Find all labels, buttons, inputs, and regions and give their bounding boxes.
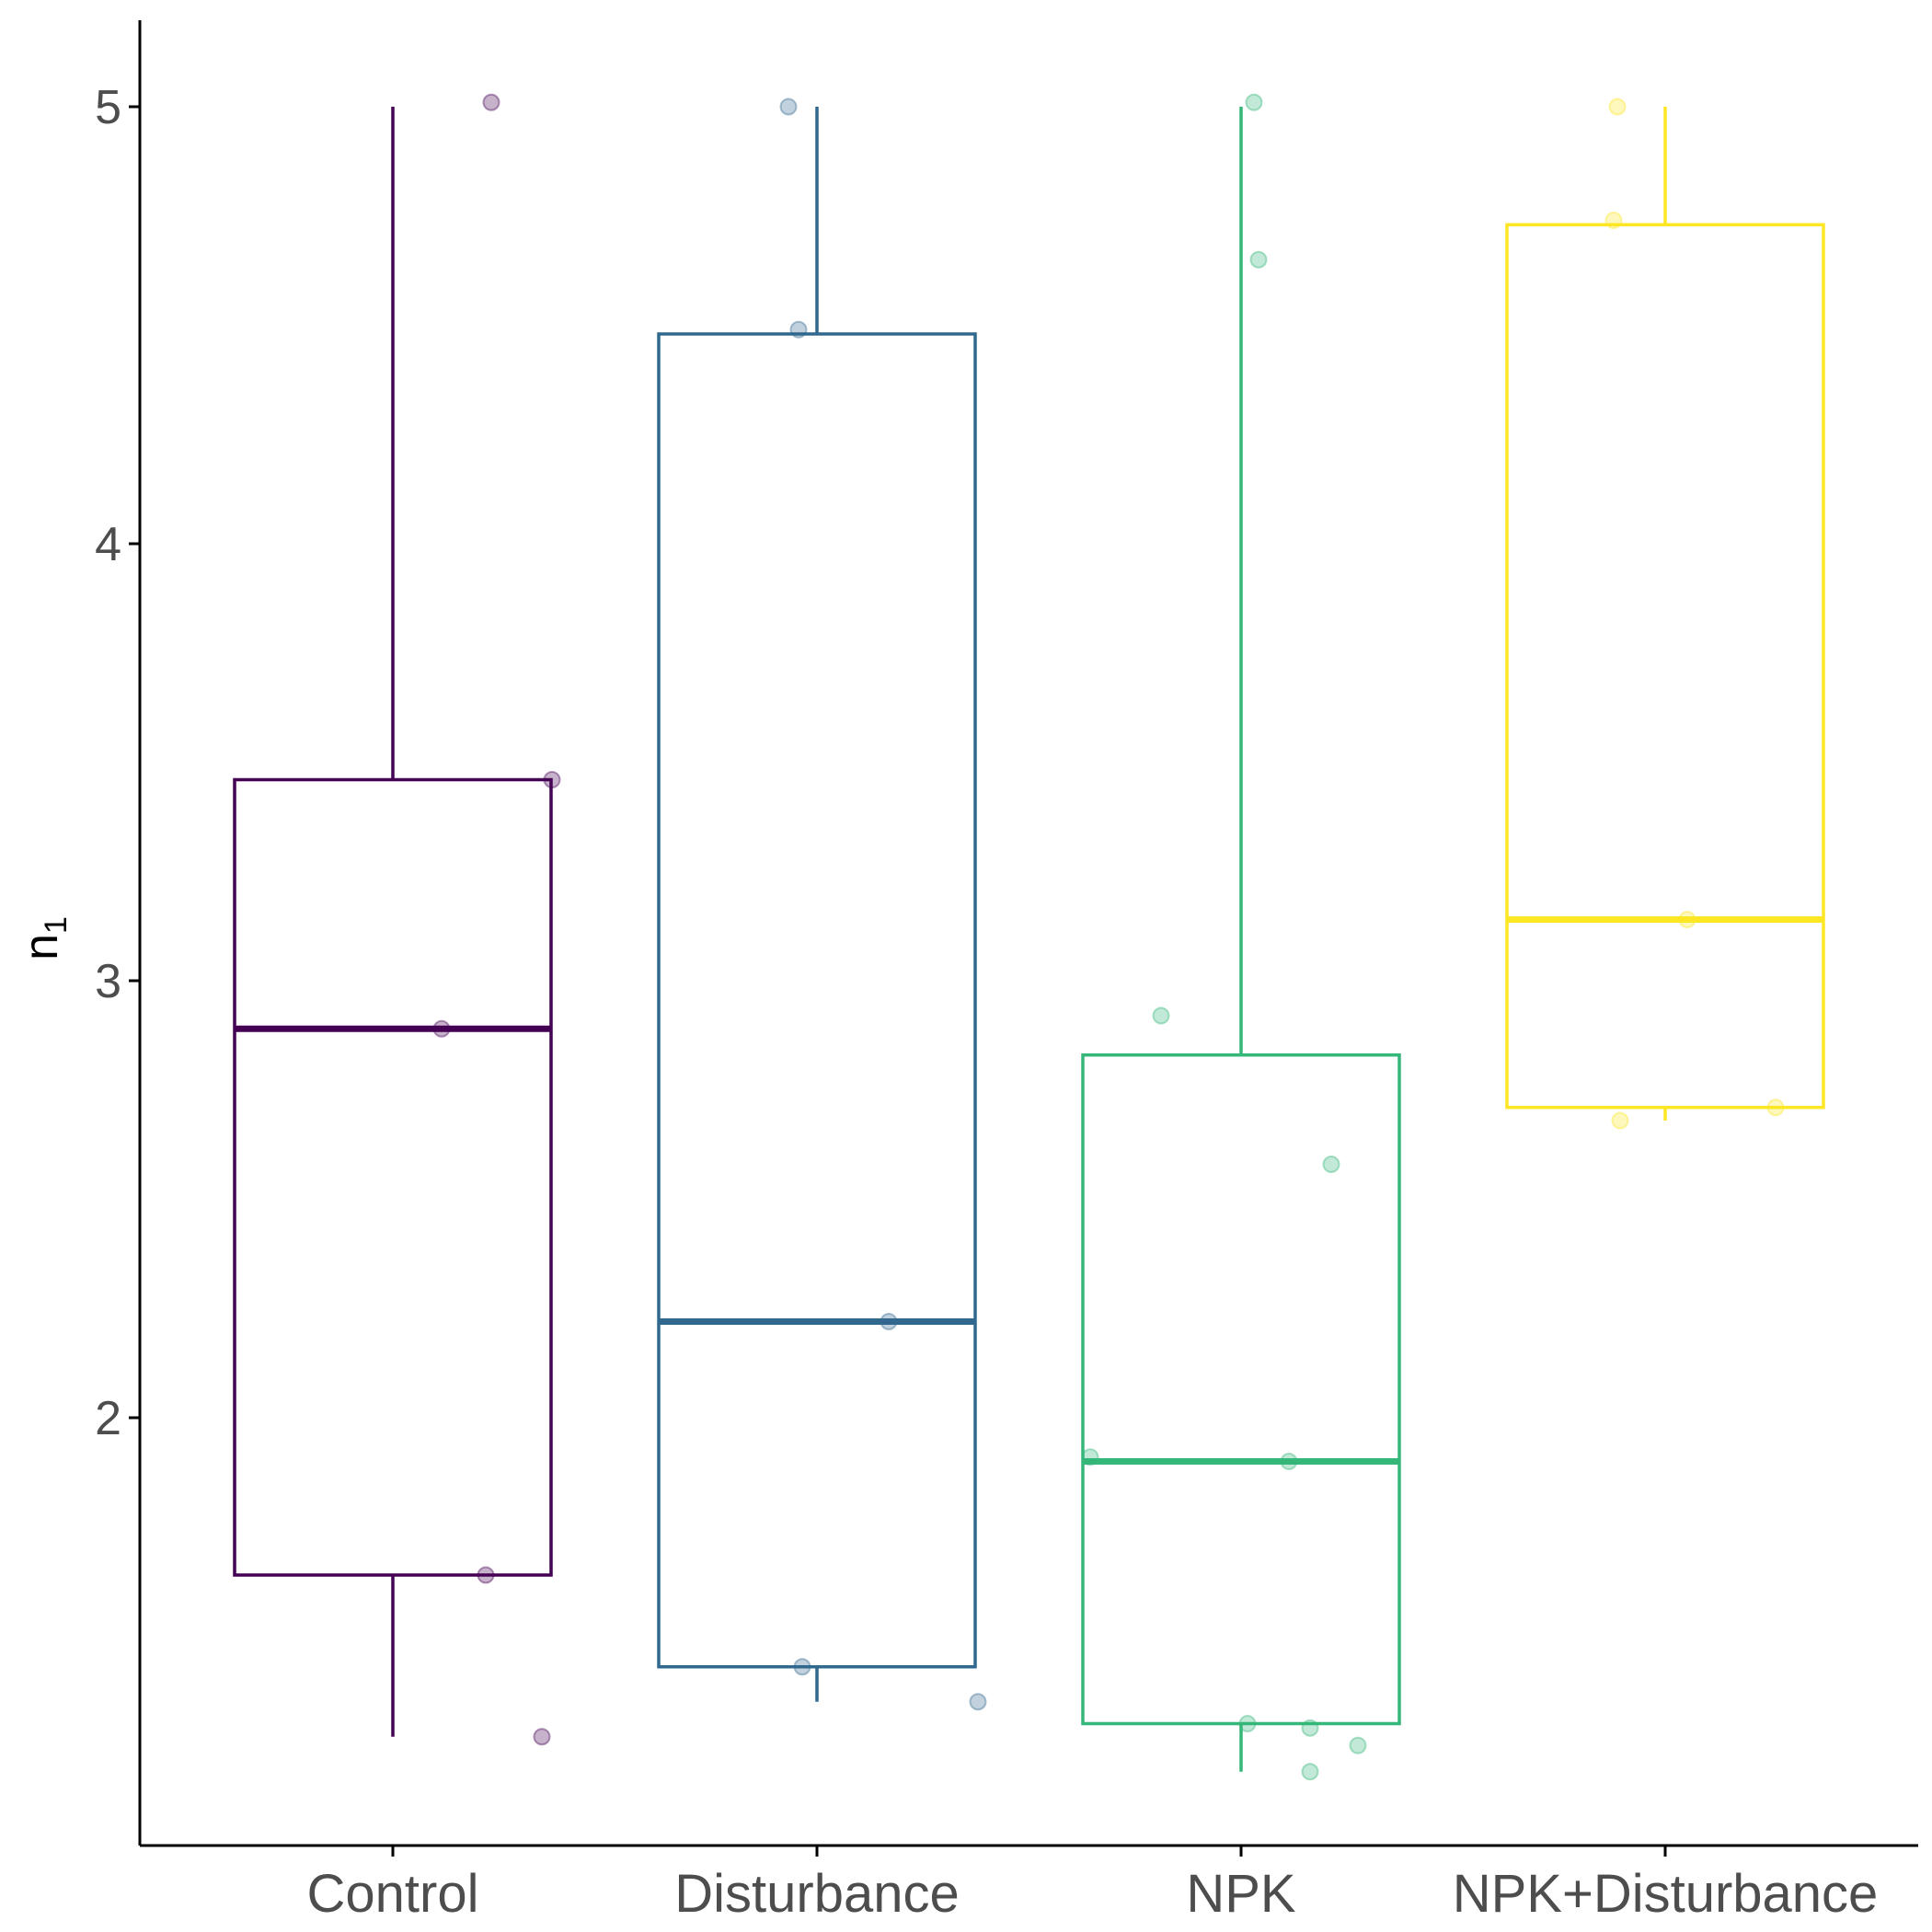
- x-tick-label: Disturbance: [674, 1864, 959, 1924]
- data-point: [969, 1693, 987, 1711]
- data-point: [1238, 1715, 1257, 1732]
- x-tick-label: NPK+Disturbance: [1453, 1864, 1879, 1924]
- data-point: [1604, 212, 1623, 229]
- data-point: [477, 1566, 495, 1584]
- box-iqr: [233, 777, 553, 1577]
- x-tick-label: Control: [307, 1864, 479, 1924]
- data-point: [1766, 1098, 1785, 1117]
- data-point: [1081, 1448, 1099, 1466]
- plot-marks: [233, 93, 1825, 1781]
- box-npk: [1081, 107, 1401, 1772]
- box-iqr: [1505, 223, 1825, 1110]
- box-control: [233, 107, 553, 1737]
- data-point: [880, 1313, 898, 1330]
- box-iqr: [1081, 1053, 1401, 1726]
- y-axis-title-main: n: [15, 934, 68, 960]
- y-tick-label: 4: [95, 518, 121, 571]
- y-axis-title-subscript: 1: [39, 916, 74, 934]
- data-point: [1249, 250, 1268, 269]
- box-npk-disturbance: [1505, 107, 1825, 1121]
- data-point: [1301, 1719, 1319, 1737]
- y-tick-label: 5: [95, 81, 121, 134]
- data-point: [482, 93, 500, 111]
- data-point: [1611, 1111, 1629, 1130]
- data-point: [1152, 1006, 1170, 1025]
- data-point: [432, 1019, 451, 1038]
- box-iqr: [657, 332, 977, 1669]
- data-point: [1280, 1453, 1298, 1470]
- data-point: [1608, 98, 1627, 116]
- data-point: [1322, 1156, 1340, 1173]
- data-point: [1301, 1763, 1319, 1781]
- x-axis: Control Disturbance NPK NPK+Disturbance: [307, 1846, 1879, 1924]
- y-tick-label: 2: [95, 1392, 121, 1445]
- data-point: [1245, 93, 1263, 111]
- data-point: [1678, 911, 1696, 928]
- data-point: [793, 1658, 811, 1676]
- data-point: [543, 771, 561, 788]
- y-tick-label: 3: [95, 955, 121, 1008]
- data-point: [779, 98, 798, 116]
- data-point: [789, 320, 808, 339]
- y-axis: 2 3 4 5: [95, 81, 140, 1445]
- data-point: [1349, 1736, 1367, 1754]
- y-axis-title: n1: [15, 916, 74, 960]
- x-tick-label: NPK: [1186, 1864, 1296, 1924]
- data-point: [533, 1728, 551, 1746]
- box-disturbance: [657, 107, 977, 1702]
